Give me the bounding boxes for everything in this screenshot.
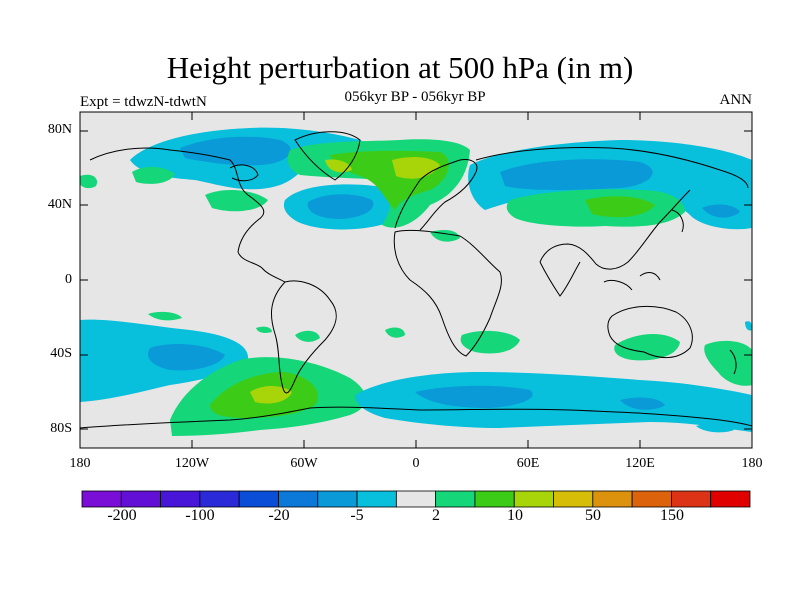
coastline-antarctica <box>79 406 753 429</box>
anomaly-fields <box>80 127 752 436</box>
positive-region-sa-coast <box>295 330 320 342</box>
colorbar-box <box>160 490 201 508</box>
coastline-africa <box>393 229 502 357</box>
negative-core-southindian <box>620 397 665 410</box>
colorbar-label: 2 <box>432 507 440 524</box>
axis-ticks <box>79 112 753 448</box>
positive-region-sp-small <box>148 311 182 321</box>
colorbar-box <box>474 490 515 508</box>
lat-label-40s: 40S <box>50 346 72 361</box>
coastline-newzealand <box>729 349 737 375</box>
positive-peak-southamerica <box>250 386 292 404</box>
colorbar-label: -20 <box>268 507 290 524</box>
colorbar-label: 10 <box>507 507 523 524</box>
negative-core-southpacific <box>148 344 225 371</box>
positive-region-alaska <box>132 166 175 184</box>
lat-label-40n: 40N <box>47 197 72 212</box>
lon-label-120e: 120E <box>625 456 655 471</box>
colorbar-box <box>278 490 319 508</box>
negative-region-tasman <box>745 321 752 331</box>
negative-core-arctic <box>180 136 291 166</box>
colorbar-label: -100 <box>185 507 215 524</box>
positive-core-asia <box>585 196 655 218</box>
colorbar <box>81 490 751 508</box>
negative-core-pacific-north <box>702 204 740 218</box>
coastlines <box>79 131 753 429</box>
positive-region-sp-small2 <box>256 326 272 333</box>
positive-region-canada <box>205 189 268 212</box>
negative-core-siberia <box>500 159 653 190</box>
positive-region-indian <box>385 327 405 338</box>
colorbar-box <box>553 490 594 508</box>
colorbar-box <box>631 490 672 508</box>
colorbar-box <box>120 490 161 508</box>
coastline-hudson <box>229 164 259 182</box>
colorbar-box <box>199 490 240 508</box>
colorbar-box <box>81 490 122 508</box>
negative-core-atlantic <box>307 194 374 219</box>
coastline-japan <box>671 209 684 233</box>
season-label: ANN <box>719 92 753 108</box>
colorbar-box <box>710 490 751 508</box>
positive-region-southafrica <box>460 330 520 354</box>
colorbar-box <box>356 490 397 508</box>
experiment-label: Expt = tdwzN-tdwtN <box>80 94 207 110</box>
coastline-north-america <box>89 147 286 283</box>
colorbar-box <box>435 490 476 508</box>
positive-peak-greenland <box>325 159 352 173</box>
positive-region-newzealand <box>704 340 752 386</box>
colorbar-box <box>395 490 437 508</box>
negative-region-antarctic-edge <box>696 423 734 433</box>
lat-label-80n: 80N <box>47 122 72 137</box>
lon-label-180e: 180 <box>741 456 763 471</box>
coastline-asia <box>475 147 749 270</box>
chart-title: Height perturbation at 500 hPa (in m) <box>166 50 634 85</box>
negative-core-southocean <box>415 385 533 408</box>
lon-label-120w: 120W <box>174 456 210 471</box>
colorbar-label: -5 <box>350 507 364 524</box>
lat-label-0: 0 <box>65 272 72 287</box>
positive-region-eastpac <box>80 174 98 189</box>
lon-label-180w: 180 <box>69 456 91 471</box>
coastline-south-america <box>270 280 337 394</box>
positive-region-australia <box>614 334 680 361</box>
coastline-europe <box>394 159 478 231</box>
lat-label-80s: 80S <box>50 421 72 436</box>
coastline-indonesia <box>603 272 661 291</box>
colorbar-box <box>238 490 279 508</box>
colorbar-label: -200 <box>107 507 137 524</box>
colorbar-box <box>592 490 633 508</box>
colorbar-label: 150 <box>660 507 684 524</box>
lon-label-60w: 60W <box>290 456 318 471</box>
colorbar-box <box>671 490 712 508</box>
coastline-australia <box>607 305 693 358</box>
lon-label-0: 0 <box>412 456 420 471</box>
colorbar-box <box>317 490 358 508</box>
coastline-india <box>539 261 581 297</box>
coastline-greenland <box>294 131 361 181</box>
chart-subtitle: 056kyr BP - 056kyr BP <box>344 89 486 105</box>
lon-label-60e: 60E <box>516 456 540 471</box>
colorbar-box <box>513 490 554 508</box>
colorbar-label: 50 <box>585 507 601 524</box>
